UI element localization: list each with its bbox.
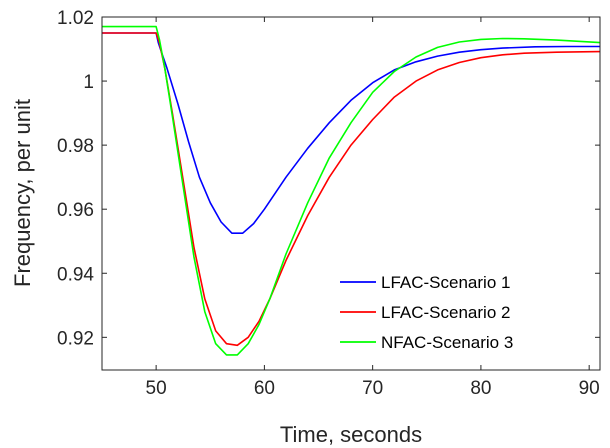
series-layer: [102, 25, 601, 356]
legend: LFAC-Scenario 1 LFAC-Scenario 2 NFAC-Sce…: [334, 261, 590, 357]
y-tick-label: 1: [83, 72, 94, 93]
y-tick-label: 0.98: [57, 136, 94, 157]
x-tick-label: 90: [579, 378, 600, 399]
series-line-1: [102, 32, 600, 234]
y-tick-label: 1.02: [57, 8, 94, 29]
x-tick-label: 50: [146, 378, 167, 399]
y-tick-label: 0.92: [57, 328, 94, 349]
y-tick-label: 0.96: [57, 200, 94, 221]
x-axis-title: Time, seconds: [280, 422, 422, 447]
legend-label-scenario-1: LFAC-Scenario 1: [381, 273, 510, 292]
x-tick-label: 60: [254, 378, 275, 399]
legend-label-scenario-2: LFAC-Scenario 2: [381, 303, 510, 322]
x-tick-label: 80: [470, 378, 491, 399]
plot-frame: [101, 16, 601, 371]
x-tick-label: 70: [362, 378, 383, 399]
series-line-3: [102, 25, 601, 356]
y-tick-label: 0.94: [57, 264, 94, 285]
legend-box: [334, 261, 590, 357]
legend-label-scenario-3: NFAC-Scenario 3: [381, 333, 513, 352]
x-axis-ticks: 50 60 70 80 90: [146, 17, 600, 399]
y-axis-title: Frequency, per unit: [10, 99, 35, 287]
y-axis-ticks: 0.92 0.94 0.96 0.98 1 1.02: [57, 8, 600, 349]
